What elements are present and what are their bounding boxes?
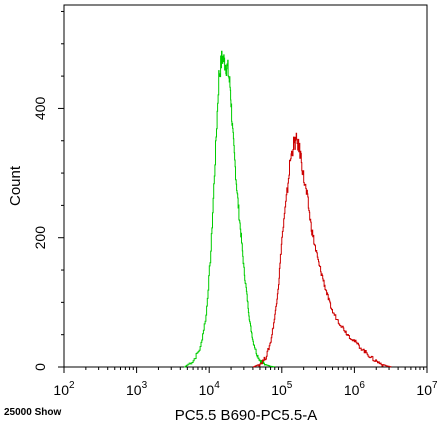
x-tick-label: 102 xyxy=(53,380,75,398)
x-tick-label: 103 xyxy=(126,380,148,398)
y-tick-label: 400 xyxy=(32,97,48,121)
series-line-2 xyxy=(252,132,392,368)
x-tick-label: 107 xyxy=(416,380,437,398)
x-tick-label: 106 xyxy=(344,380,366,398)
series-line-1 xyxy=(184,50,276,368)
x-tick-label: 105 xyxy=(271,380,293,398)
series-layer xyxy=(184,50,392,368)
plot-frame xyxy=(63,4,428,368)
y-axis-ticks: 0 200 400 xyxy=(32,10,64,371)
x-axis-ticks: 102 103 104 105 106 107 xyxy=(53,367,437,398)
y-tick-label: 200 xyxy=(32,226,48,250)
footer-note: 25000 Show xyxy=(4,407,61,418)
y-tick-label: 0 xyxy=(32,363,48,371)
y-axis-label: Count xyxy=(7,165,24,206)
x-tick-label: 104 xyxy=(199,380,221,398)
x-axis-label: PC5.5 B690-PC5.5-A xyxy=(175,407,318,424)
